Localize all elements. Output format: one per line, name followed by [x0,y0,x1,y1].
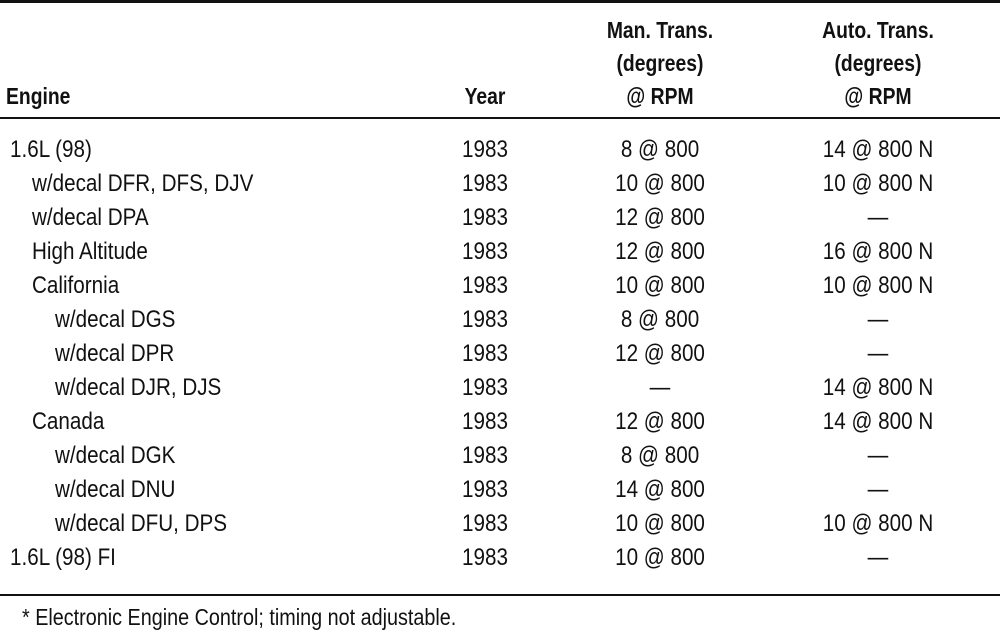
year-cell: 1983 [462,442,508,469]
table-row: Canada 1983 12 @ 800 14 @ 800 N [0,405,1000,439]
engine-cell: 1.6L (98) [10,136,92,163]
header-engine: Engine [6,83,71,109]
engine-cell: High Altitude [32,238,148,265]
man-trans-cell: 10 @ 800 [615,544,705,571]
table-row: w/decal DGK 1983 8 @ 800 — [0,439,1000,473]
table-row: w/decal DFR, DFS, DJV 1983 10 @ 800 10 @… [0,167,1000,201]
year-cell: 1983 [462,544,508,571]
header-year: Year [464,83,506,109]
auto-trans-cell: 14 @ 800 N [822,408,934,435]
header-auto-trans: Auto. Trans. (degrees) @ RPM [822,17,934,109]
auto-trans-cell: — [867,204,889,231]
table-row: 1.6L (98) 1983 8 @ 800 14 @ 800 N [0,133,1000,167]
year-cell: 1983 [462,408,508,435]
auto-trans-cell: — [867,442,889,469]
auto-trans-cell: — [867,306,889,333]
man-trans-cell: 12 @ 800 [615,238,705,265]
man-trans-cell: 8 @ 800 [620,442,700,469]
auto-trans-cell: 14 @ 800 N [822,136,934,163]
footer-rule [0,594,1000,596]
year-cell: 1983 [462,374,508,401]
year-cell: 1983 [462,476,508,503]
man-trans-cell: 8 @ 800 [620,136,700,163]
engine-cell: w/decal DFU, DPS [55,510,228,537]
auto-trans-cell: 10 @ 800 N [822,272,934,299]
table-body: 1.6L (98) 1983 8 @ 800 14 @ 800 N w/deca… [0,133,1000,575]
year-cell: 1983 [462,306,508,333]
man-trans-cell: 8 @ 800 [620,306,700,333]
man-trans-cell: 12 @ 800 [615,340,705,367]
engine-cell: w/decal DPA [32,204,149,231]
auto-trans-cell: — [867,340,889,367]
table-row: w/decal DFU, DPS 1983 10 @ 800 10 @ 800 … [0,507,1000,541]
man-trans-cell: — [649,374,671,401]
year-cell: 1983 [462,170,508,197]
man-trans-cell: 12 @ 800 [615,408,705,435]
year-cell: 1983 [462,510,508,537]
table-row: w/decal DPA 1983 12 @ 800 — [0,201,1000,235]
auto-trans-cell: 14 @ 800 N [822,374,934,401]
man-trans-cell: 10 @ 800 [615,510,705,537]
year-cell: 1983 [462,238,508,265]
table-row: w/decal DJR, DJS 1983 — 14 @ 800 N [0,371,1000,405]
table-row: w/decal DGS 1983 8 @ 800 — [0,303,1000,337]
year-cell: 1983 [462,340,508,367]
engine-cell: w/decal DFR, DFS, DJV [32,170,254,197]
year-cell: 1983 [462,272,508,299]
man-trans-cell: 12 @ 800 [615,204,705,231]
engine-cell: w/decal DGS [55,306,176,333]
top-rule [0,0,1000,3]
engine-cell: w/decal DNU [55,476,176,503]
table-row: 1.6L (98) FI 1983 10 @ 800 — [0,541,1000,575]
table-row: California 1983 10 @ 800 10 @ 800 N [0,269,1000,303]
auto-trans-cell: 10 @ 800 N [822,510,934,537]
footnote: * Electronic Engine Control; timing not … [22,604,457,630]
auto-trans-cell: 16 @ 800 N [822,238,934,265]
table-row: w/decal DNU 1983 14 @ 800 — [0,473,1000,507]
table-row: w/decal DPR 1983 12 @ 800 — [0,337,1000,371]
auto-trans-cell: — [867,544,889,571]
man-trans-cell: 14 @ 800 [615,476,705,503]
engine-cell: California [32,272,120,299]
auto-trans-cell: 10 @ 800 N [822,170,934,197]
man-trans-cell: 10 @ 800 [615,170,705,197]
year-cell: 1983 [462,204,508,231]
engine-cell: Canada [32,408,105,435]
engine-cell: 1.6L (98) FI [10,544,116,571]
engine-cell: w/decal DGK [55,442,176,469]
header-man-trans: Man. Trans. (degrees) @ RPM [606,17,714,109]
header-rule [0,117,1000,119]
table-row: High Altitude 1983 12 @ 800 16 @ 800 N [0,235,1000,269]
man-trans-cell: 10 @ 800 [615,272,705,299]
auto-trans-cell: — [867,476,889,503]
year-cell: 1983 [462,136,508,163]
engine-cell: w/decal DJR, DJS [55,374,222,401]
engine-cell: w/decal DPR [55,340,175,367]
